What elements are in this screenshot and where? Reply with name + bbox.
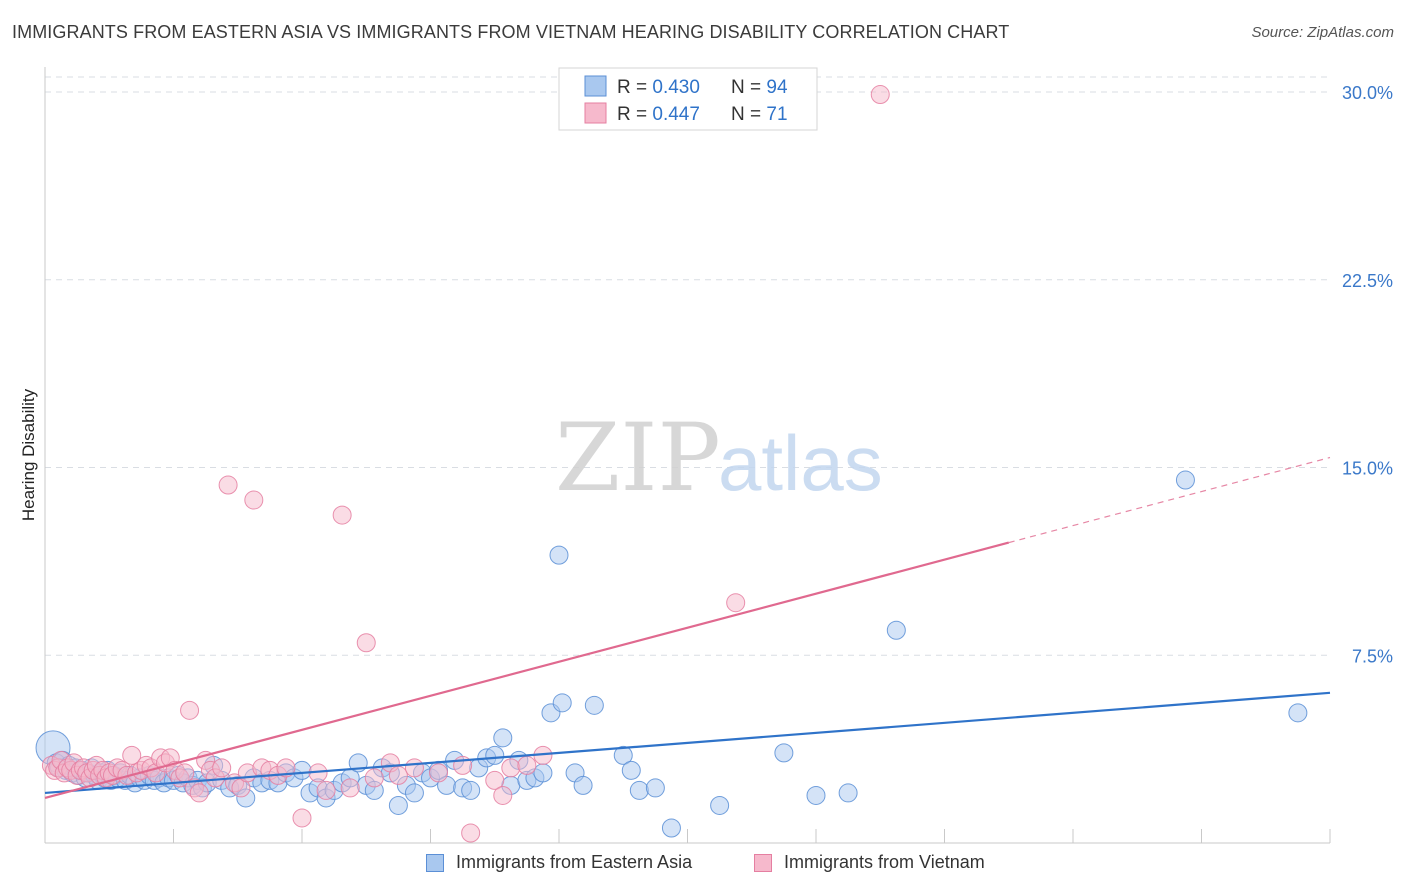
legend-n-value: 94	[766, 77, 788, 98]
series-vietnam	[41, 85, 890, 843]
data-point	[493, 785, 513, 805]
watermark: ZIP atlas	[555, 404, 883, 513]
data-point	[122, 745, 142, 765]
trend-line-vietnam-extension	[1008, 456, 1331, 544]
legend-label: Immigrants from Vietnam	[784, 852, 985, 872]
y-tick-label: 7.5%	[1352, 646, 1393, 666]
legend-r-label: R =	[617, 77, 652, 98]
data-point	[552, 693, 572, 713]
y-tick-labels: 7.5% 15.0% 22.5% 30.0%	[1342, 83, 1393, 666]
data-point	[180, 700, 200, 720]
trend-lines	[44, 456, 1331, 800]
data-point	[710, 795, 730, 815]
data-point	[726, 593, 746, 613]
legend-item-eastern-asia[interactable]: Immigrants from Eastern Asia	[426, 852, 692, 873]
data-point	[244, 490, 264, 510]
data-point	[485, 770, 505, 790]
data-point	[549, 545, 569, 565]
y-tick-label: 30.0%	[1342, 83, 1393, 103]
data-point	[1175, 470, 1195, 490]
data-point	[404, 783, 424, 803]
data-point	[584, 695, 604, 715]
legend-row-vietnam: R = 0.447 N = 71	[617, 104, 788, 125]
data-point	[316, 780, 336, 800]
data-point	[613, 745, 633, 765]
data-point	[364, 768, 384, 788]
data-point	[388, 765, 408, 785]
data-point	[332, 505, 352, 525]
stats-legend: R = 0.430 N = 94 R = 0.447 N = 71	[558, 67, 818, 131]
data-point	[461, 823, 481, 843]
y-tick-label: 22.5%	[1342, 271, 1393, 291]
trend-line-vietnam	[44, 541, 1010, 800]
legend-label: Immigrants from Eastern Asia	[456, 852, 693, 872]
data-point	[189, 783, 209, 803]
data-point	[629, 780, 649, 800]
watermark-zip: ZIP	[555, 404, 721, 513]
data-point	[838, 783, 858, 803]
data-point	[212, 758, 232, 778]
data-point	[388, 795, 408, 815]
data-point	[573, 775, 593, 795]
data-point	[533, 763, 553, 783]
grid-lines	[45, 76, 1330, 656]
data-point	[340, 778, 360, 798]
trend-line-eastern-asia	[44, 691, 1331, 795]
data-point	[870, 85, 890, 105]
legend-n-label: N =	[731, 77, 766, 98]
data-point	[774, 743, 794, 763]
data-point	[806, 785, 826, 805]
legend-item-vietnam[interactable]: Immigrants from Vietnam	[754, 852, 985, 873]
data-point	[517, 755, 537, 775]
data-point	[218, 475, 238, 495]
y-axis-label: Hearing Disability	[19, 388, 38, 521]
legend-r-label: R =	[617, 104, 652, 125]
scatter-chart: ZIP atlas 7.5%15.0%22.5%30.0% 0.0%80.0% …	[19, 67, 1393, 844]
source-label: Source: ZipAtlas.com	[1251, 24, 1394, 41]
data-point	[404, 758, 424, 778]
data-point	[621, 760, 641, 780]
legend-swatch-eastern-asia	[426, 853, 444, 872]
legend-swatch-eastern-asia	[584, 75, 607, 97]
data-point	[886, 620, 906, 640]
chart-title: IMMIGRANTS FROM EASTERN ASIA VS IMMIGRAN…	[12, 22, 1010, 42]
data-point	[501, 758, 521, 778]
watermark-atlas: atlas	[718, 419, 883, 507]
legend-n-value: 71	[766, 104, 787, 125]
data-point	[493, 728, 513, 748]
data-point	[356, 633, 376, 653]
data-point	[661, 818, 681, 838]
data-point	[292, 808, 312, 828]
legend-swatch-vietnam	[584, 102, 607, 124]
data-point	[429, 763, 449, 783]
data-point	[292, 760, 312, 780]
y-tick-label: 15.0%	[1342, 459, 1393, 479]
legend-n-label: N =	[731, 104, 766, 125]
series-legend: Immigrants from Eastern Asia Immigrants …	[0, 852, 1406, 878]
data-point	[1288, 703, 1308, 723]
data-point	[485, 745, 505, 765]
data-point	[276, 758, 296, 778]
legend-r-value: 0.447	[652, 104, 700, 125]
data-point	[645, 778, 665, 798]
axes	[44, 67, 1331, 844]
legend-swatch-vietnam	[754, 853, 772, 872]
data-point	[461, 780, 481, 800]
legend-r-value: 0.430	[652, 77, 700, 98]
legend-row-eastern-asia: R = 0.430 N = 94	[617, 77, 788, 98]
